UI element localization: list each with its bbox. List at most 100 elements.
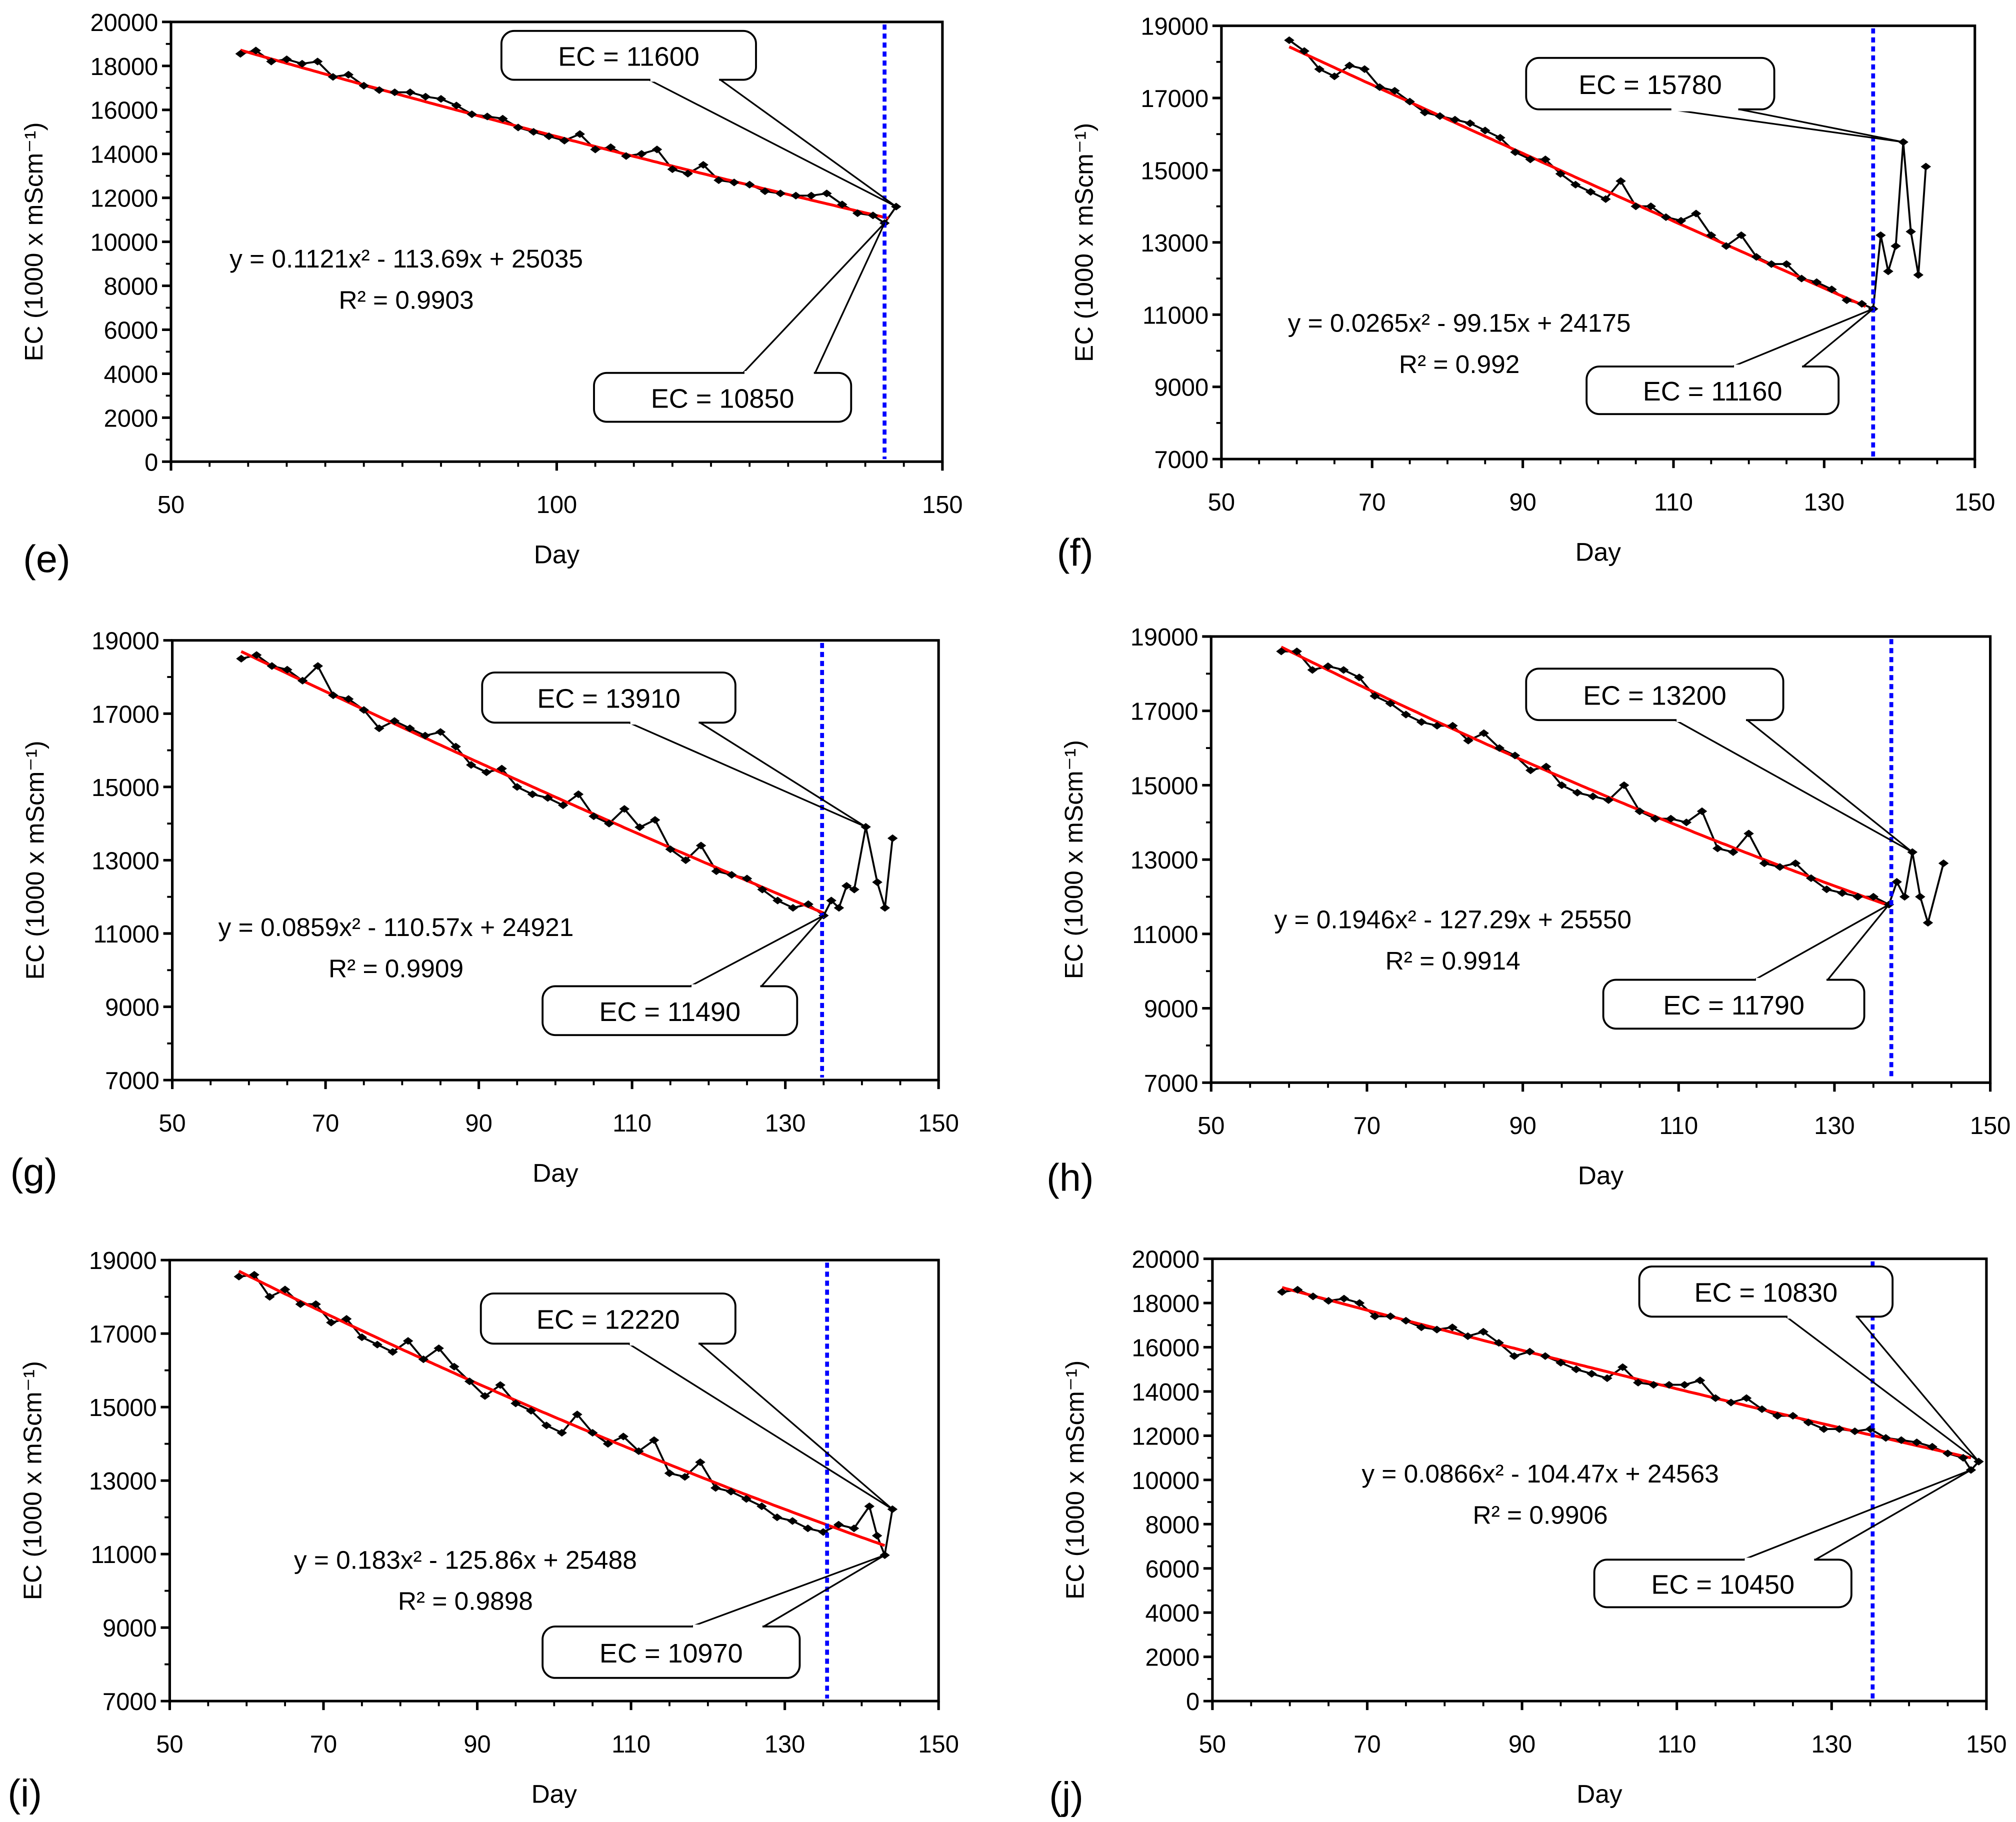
data-point bbox=[1359, 65, 1370, 73]
y-tick-label: 15000 bbox=[92, 774, 160, 802]
data-point bbox=[1322, 662, 1334, 670]
y-tick-label: 11000 bbox=[94, 921, 160, 948]
panel-label: (h) bbox=[1046, 1156, 1094, 1199]
data-point bbox=[341, 1315, 352, 1323]
x-axis-label: Day bbox=[534, 540, 580, 568]
data-point bbox=[696, 842, 706, 850]
data-point bbox=[1462, 1332, 1473, 1340]
data-point bbox=[742, 874, 752, 882]
data-point bbox=[420, 92, 431, 101]
data-point bbox=[1890, 242, 1901, 250]
data-point bbox=[1374, 83, 1385, 92]
data-point bbox=[1416, 718, 1427, 726]
data-point bbox=[1494, 744, 1505, 752]
x-tick-label: 150 bbox=[922, 492, 963, 518]
data-point bbox=[1646, 202, 1656, 210]
data-point bbox=[1338, 1294, 1350, 1302]
data-point bbox=[1571, 1366, 1582, 1374]
y-tick-label: 14000 bbox=[90, 142, 158, 168]
data-point bbox=[1630, 202, 1641, 210]
fit-r-squared: R² = 0.9914 bbox=[1386, 946, 1520, 975]
x-tick-label: 110 bbox=[1659, 1112, 1698, 1140]
data-point bbox=[1876, 231, 1886, 240]
callout-label: EC = 11160 bbox=[1643, 376, 1782, 406]
callout-box bbox=[1638, 1266, 1894, 1318]
data-point bbox=[834, 904, 844, 912]
x-tick-label: 50 bbox=[1199, 1731, 1226, 1758]
data-point bbox=[1390, 86, 1400, 95]
callout-box bbox=[1602, 978, 1866, 1030]
data-point bbox=[1478, 1328, 1488, 1336]
data-point bbox=[1922, 918, 1934, 927]
y-axis-label: EC (1000 x mScm⁻¹) bbox=[19, 122, 48, 361]
data-point bbox=[1541, 762, 1552, 770]
data-point bbox=[1834, 1425, 1845, 1433]
data-point bbox=[1883, 267, 1894, 276]
data-point bbox=[1650, 814, 1660, 823]
x-tick-label: 130 bbox=[765, 1110, 806, 1137]
data-point bbox=[1852, 892, 1863, 901]
data-point bbox=[420, 732, 430, 740]
data-point bbox=[726, 871, 737, 879]
callout-label: EC = 10830 bbox=[1694, 1278, 1838, 1308]
data-point bbox=[527, 790, 538, 798]
data-point bbox=[714, 176, 724, 184]
data-point bbox=[1772, 1412, 1783, 1420]
y-tick-label: 19000 bbox=[1140, 14, 1208, 40]
data-point bbox=[1540, 1352, 1550, 1360]
callout-label: EC = 11490 bbox=[599, 997, 740, 1027]
data-point bbox=[1899, 892, 1910, 901]
y-axis-label: EC (1000 x mScm⁻¹) bbox=[20, 740, 49, 980]
data-point bbox=[849, 886, 860, 894]
data-point bbox=[358, 82, 369, 90]
data-point bbox=[434, 1344, 444, 1352]
data-point bbox=[1822, 885, 1832, 894]
data-point bbox=[1868, 892, 1879, 901]
data-point bbox=[282, 666, 292, 674]
x-axis-label: Day bbox=[1576, 1779, 1622, 1808]
data-point bbox=[650, 816, 660, 824]
chart-panel: 7000 9000 11000 13000 15000 17000 19000 50 70 90 1… bbox=[10, 628, 959, 1194]
data-point bbox=[1448, 722, 1458, 730]
x-tick-label: 90 bbox=[464, 1731, 490, 1758]
data-point bbox=[710, 1484, 721, 1492]
data-point bbox=[573, 790, 584, 798]
x-tick-label: 110 bbox=[612, 1110, 652, 1137]
y-tick-label: 19000 bbox=[92, 628, 160, 655]
callout-box bbox=[1525, 668, 1784, 722]
data-point bbox=[760, 187, 770, 196]
x-tick-label: 110 bbox=[1658, 1731, 1696, 1758]
panel-label: (f) bbox=[1057, 532, 1094, 574]
data-point bbox=[604, 820, 614, 828]
x-axis-label: Day bbox=[532, 1779, 578, 1808]
data-point bbox=[741, 1495, 752, 1503]
fit-equation: y = 0.1946x² - 127.29x + 25550 bbox=[1274, 905, 1632, 934]
callout-label: EC = 11600 bbox=[558, 42, 700, 72]
data-point bbox=[1385, 1312, 1396, 1320]
callout-pointer bbox=[628, 722, 866, 828]
data-point bbox=[510, 1400, 521, 1408]
data-point bbox=[757, 886, 768, 894]
callout-label: EC = 10970 bbox=[600, 1638, 743, 1668]
fit-curve bbox=[240, 650, 824, 914]
y-tick-label: 0 bbox=[144, 449, 158, 476]
callout-pointer bbox=[690, 914, 824, 987]
y-tick-label: 2000 bbox=[104, 405, 158, 432]
data-point bbox=[837, 200, 848, 208]
y-tick-label: 6000 bbox=[104, 317, 158, 344]
callout-box bbox=[542, 985, 798, 1036]
data-point bbox=[326, 1318, 336, 1326]
x-tick-label: 50 bbox=[156, 1731, 183, 1758]
data-point bbox=[388, 1348, 398, 1356]
data-point bbox=[864, 1502, 875, 1510]
y-tick-label: 14000 bbox=[1132, 1379, 1200, 1406]
data-point bbox=[436, 95, 446, 103]
data-point bbox=[1323, 1296, 1334, 1305]
x-tick-label: 50 bbox=[158, 1110, 186, 1137]
y-tick-label: 6000 bbox=[1145, 1556, 1200, 1583]
data-point bbox=[1447, 1323, 1458, 1332]
data-point bbox=[1660, 213, 1672, 222]
data-point bbox=[264, 1292, 275, 1301]
data-point bbox=[1681, 818, 1692, 826]
data-point bbox=[803, 900, 814, 908]
